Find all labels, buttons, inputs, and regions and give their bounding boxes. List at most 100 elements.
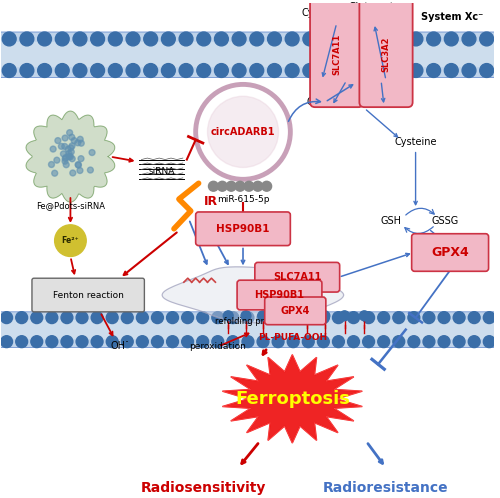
Circle shape [73,32,87,46]
Circle shape [444,64,458,77]
FancyBboxPatch shape [0,312,500,348]
Circle shape [16,336,28,348]
Circle shape [408,336,420,348]
Circle shape [126,64,140,77]
Circle shape [423,312,435,324]
Circle shape [46,312,58,324]
Circle shape [108,64,122,77]
Circle shape [318,336,330,348]
Circle shape [393,336,404,348]
Circle shape [122,312,133,324]
Circle shape [78,156,84,162]
Circle shape [374,64,388,77]
Circle shape [212,336,224,348]
Circle shape [438,312,450,324]
Circle shape [70,156,75,162]
Circle shape [340,311,349,321]
Circle shape [136,336,148,348]
Circle shape [303,64,316,77]
Circle shape [182,336,194,348]
FancyBboxPatch shape [360,0,412,107]
Circle shape [453,336,465,348]
Circle shape [197,336,208,348]
Text: ·: · [124,336,128,349]
Circle shape [426,32,440,46]
Circle shape [65,146,71,152]
Circle shape [50,146,56,152]
Circle shape [484,312,495,324]
Circle shape [214,64,228,77]
Text: GSSG: GSSG [432,216,459,226]
Circle shape [318,312,330,324]
Circle shape [444,32,458,46]
Circle shape [62,155,68,161]
Circle shape [285,64,299,77]
Circle shape [76,162,82,168]
Circle shape [257,336,269,348]
Circle shape [232,32,246,46]
Polygon shape [26,111,115,202]
Circle shape [68,149,74,155]
Circle shape [392,32,405,46]
Circle shape [212,312,224,324]
Circle shape [108,32,122,46]
Circle shape [166,336,178,348]
Circle shape [71,137,77,143]
Circle shape [106,312,118,324]
Circle shape [66,129,72,135]
Text: IR: IR [204,195,218,208]
Circle shape [235,181,245,191]
Circle shape [480,32,494,46]
Circle shape [52,170,58,176]
Text: Glutamate: Glutamate [353,97,405,107]
Circle shape [242,336,254,348]
Circle shape [303,32,316,46]
Circle shape [484,336,495,348]
Circle shape [302,311,312,321]
Circle shape [272,312,284,324]
Circle shape [480,64,494,77]
Circle shape [90,32,104,46]
Circle shape [285,32,299,46]
Circle shape [244,181,254,191]
Text: PL-PUFA-OOH: PL-PUFA-OOH [258,333,327,342]
Circle shape [61,336,73,348]
Circle shape [438,336,450,348]
Text: HSP90B1: HSP90B1 [254,290,304,300]
Circle shape [70,170,76,176]
FancyBboxPatch shape [264,297,326,325]
Text: GPX4: GPX4 [280,306,310,316]
Text: Radiosensitivity: Radiosensitivity [141,481,266,495]
Circle shape [66,153,72,159]
Circle shape [498,312,500,324]
Circle shape [48,161,54,167]
FancyBboxPatch shape [0,32,500,78]
Circle shape [253,181,262,191]
Text: Fenton reaction: Fenton reaction [52,290,124,299]
Circle shape [348,312,360,324]
Circle shape [77,167,83,173]
Circle shape [2,32,16,46]
Text: GSH: GSH [380,216,402,226]
FancyBboxPatch shape [0,42,500,67]
Circle shape [348,336,360,348]
Text: circADARB1: circADARB1 [211,127,276,137]
Circle shape [268,32,281,46]
Circle shape [38,64,52,77]
Circle shape [332,312,344,324]
Text: Fe²⁺: Fe²⁺ [62,236,79,245]
Circle shape [218,181,227,191]
Circle shape [90,64,104,77]
Text: HSP90B1: HSP90B1 [216,224,270,234]
Circle shape [76,312,88,324]
Circle shape [91,312,103,324]
Circle shape [408,312,420,324]
Circle shape [75,162,81,168]
Circle shape [423,336,435,348]
FancyBboxPatch shape [32,278,144,312]
FancyBboxPatch shape [310,0,364,107]
Circle shape [378,336,390,348]
Text: peroxidation: peroxidation [189,342,246,351]
Circle shape [197,64,210,77]
Circle shape [60,151,66,157]
